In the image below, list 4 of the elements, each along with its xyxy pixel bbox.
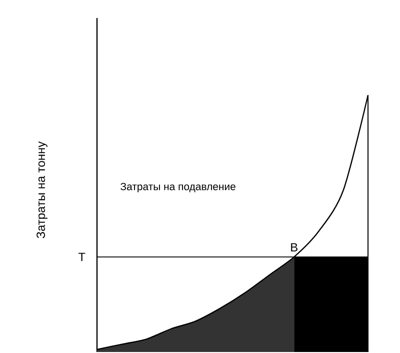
annotation: B: [291, 243, 298, 252]
annotation: Затраты на подавление: [120, 182, 236, 192]
ref-line-label: T: [78, 252, 86, 262]
y-axis-title: Затраты на тонну: [36, 141, 48, 238]
